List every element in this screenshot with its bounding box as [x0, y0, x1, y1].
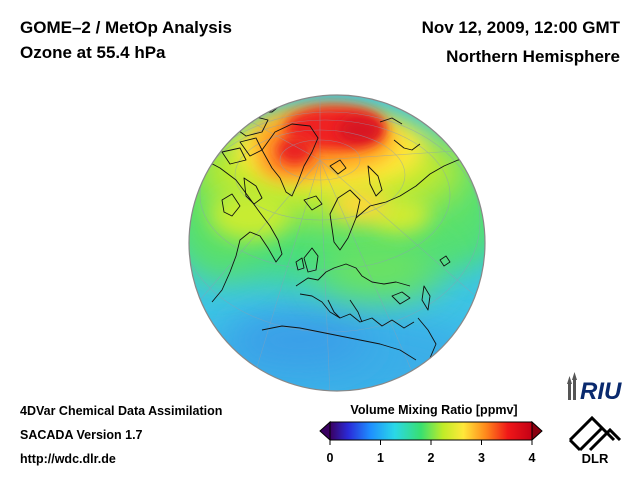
footer-assimilation-label: 4DVar Chemical Data Assimilation	[20, 404, 223, 418]
ozone-globe-map	[188, 94, 486, 392]
colorbar-min-arrow	[319, 420, 331, 442]
coastlines	[189, 97, 471, 373]
date-line: Nov 12, 2009, 12:00 GMT	[421, 18, 620, 37]
globe-outline	[188, 94, 486, 392]
colorbar-title: Volume Mixing Ratio [ppmv]	[350, 403, 518, 417]
colorbar-tick-label: 0	[326, 451, 334, 465]
footer-version-label: SACADA Version 1.7	[20, 428, 143, 442]
colorbar-tick-label: 4	[528, 451, 536, 465]
graticule	[189, 95, 481, 391]
dlr-logo-emblem	[568, 415, 622, 452]
colorbar-gradient	[329, 421, 533, 441]
title-line-1: GOME–2 / MetOp Analysis	[20, 18, 232, 37]
riu-logo: RIU	[567, 372, 622, 405]
colorbar-tick-label: 1	[377, 451, 384, 465]
dlr-logo: DLR	[568, 415, 622, 466]
colorbar-max-arrow	[531, 420, 543, 442]
region-line: Northern Hemisphere	[446, 47, 620, 66]
colorbar-tick-label: 2	[427, 451, 435, 465]
title-line-2: Ozone at 55.4 hPa	[20, 43, 166, 62]
colorbar-tick-label: 3	[478, 451, 485, 465]
dlr-logo-text: DLR	[582, 451, 609, 466]
colorbar	[319, 420, 543, 445]
riu-logo-text: RIU	[580, 378, 622, 405]
footer-url-link[interactable]: http://wdc.dlr.de	[20, 452, 116, 466]
ozone-field	[189, 95, 485, 391]
